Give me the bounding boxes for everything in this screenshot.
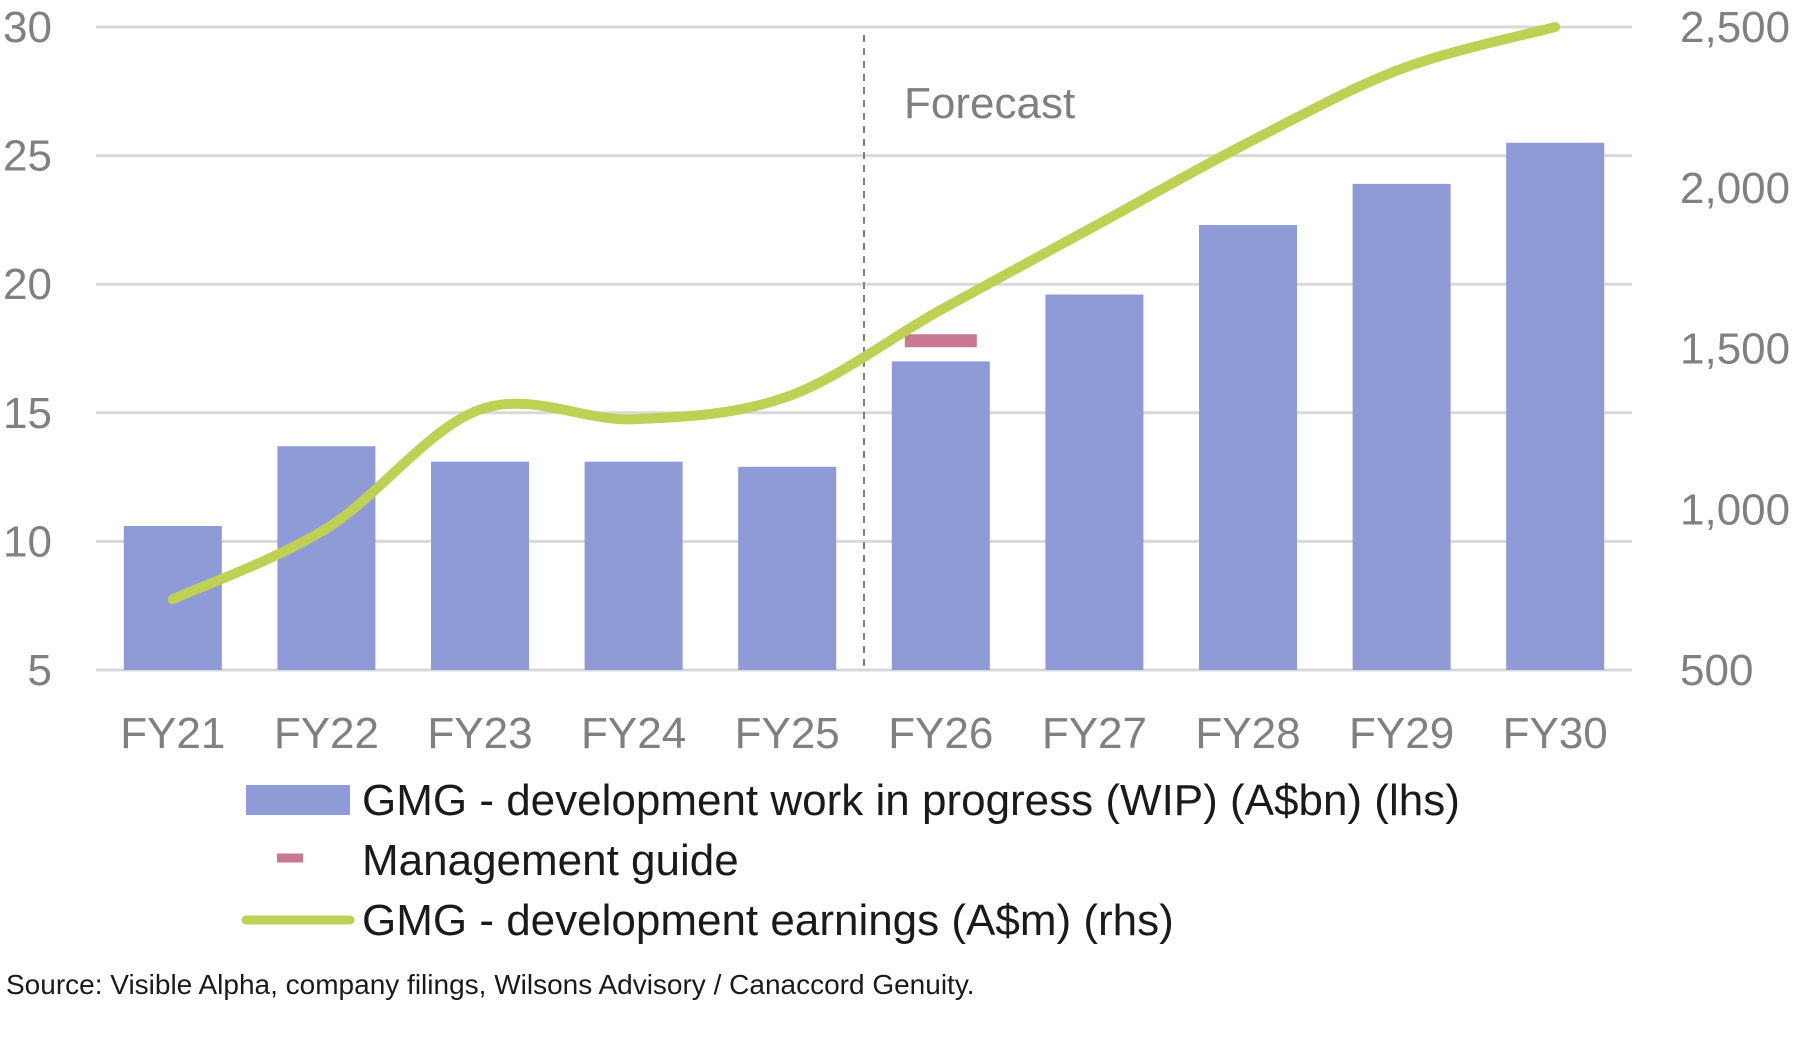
x-axis-tick: FY25 [735, 709, 840, 758]
x-axis-tick: FY29 [1349, 709, 1454, 758]
bar-fy25 [738, 466, 837, 670]
bar-fy29 [1352, 183, 1451, 670]
left-axis-tick: 10 [3, 517, 52, 566]
x-axis-tick: FY30 [1503, 709, 1608, 758]
x-axis-tick: FY28 [1195, 709, 1300, 758]
bar-fy30 [1506, 142, 1605, 671]
forecast-label: Forecast [904, 79, 1075, 128]
earnings-line [167, 22, 1561, 605]
left-axis-tick: 25 [3, 132, 52, 181]
bar-fy24 [584, 461, 683, 670]
legend-label-wip: GMG - development work in progress (WIP)… [362, 776, 1460, 825]
right-axis-tick: 2,500 [1680, 3, 1790, 52]
x-axis-tick: FY24 [581, 709, 686, 758]
earnings-line-path [167, 22, 1561, 605]
x-axis-tick: FY26 [888, 709, 993, 758]
right-axis-tick: 1,000 [1680, 485, 1790, 534]
x-axis-tick: FY22 [274, 709, 379, 758]
x-axis-tick: FY23 [427, 709, 532, 758]
left-axis-tick: 20 [3, 260, 52, 309]
legend-label-guide: Management guide [362, 836, 739, 885]
bar-fy23 [431, 461, 529, 670]
left-axis-tick: 5 [28, 646, 52, 695]
tick-labels: 5 10 15 20 25 30 500 1,000 1,500 2,000 2,500 FY21 FY… [3, 3, 1790, 758]
bars [123, 142, 1605, 671]
right-axis-tick: 1,500 [1680, 325, 1790, 374]
bar-fy22 [277, 446, 376, 670]
source-note: Source: Visible Alpha, company filings, … [6, 969, 975, 1000]
legend-swatch-wip [246, 785, 350, 815]
bar-fy26 [891, 361, 990, 670]
legend: GMG - development work in progress (WIP)… [241, 776, 1460, 945]
annotations: Forecast [904, 79, 1075, 128]
right-axis-tick: 2,000 [1680, 164, 1790, 213]
left-axis-tick: 15 [3, 389, 52, 438]
legend-label-earnings: GMG - development earnings (A$m) (rhs) [362, 896, 1174, 945]
left-axis-tick: 30 [3, 3, 52, 52]
x-axis-tick: FY27 [1042, 709, 1147, 758]
bar-fy28 [1199, 225, 1297, 670]
right-axis-tick: 500 [1680, 646, 1753, 695]
bar-fy27 [1045, 294, 1144, 670]
x-axis-tick: FY21 [120, 709, 225, 758]
